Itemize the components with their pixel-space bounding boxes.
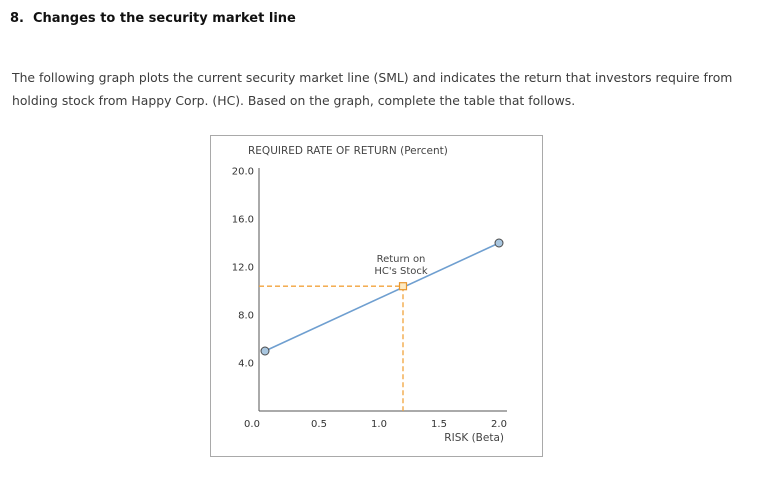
y-tick-label: 8.0	[238, 311, 254, 322]
x-tick-label: 1.0	[371, 419, 387, 430]
x-tick-label: 0.0	[244, 419, 260, 430]
x-tick-label: 0.5	[311, 419, 327, 430]
hc-annotation-line1: Return on	[377, 254, 426, 265]
heading-text: Changes to the security market line	[32, 11, 296, 26]
hc-point-marker[interactable]	[398, 282, 408, 291]
y-tick-label: 16.0	[232, 215, 254, 226]
sml-endpoint-marker	[494, 238, 504, 248]
graph-panel: 4.0 8.0 12.0 16.0 20.0 0.0 0.5 1.0 1.5 2.0 Return …	[210, 135, 543, 457]
heading-number: 8.	[10, 11, 24, 26]
x-axis-label: RISK (Beta)	[444, 432, 504, 444]
hc-annotation-line2: HC's Stock	[374, 266, 428, 277]
sml-endpoint-marker	[260, 346, 270, 356]
chart-canvas: 4.0 8.0 12.0 16.0 20.0 0.0 0.5 1.0 1.5 2.0 Return …	[232, 167, 507, 430]
y-tick-label: 20.0	[232, 167, 254, 178]
chart-title: REQUIRED RATE OF RETURN (Percent)	[248, 145, 448, 157]
y-tick-label: 4.0	[238, 359, 254, 370]
intro-paragraph: The following graph plots the current se…	[12, 70, 733, 108]
x-tick-label: 1.5	[431, 419, 447, 430]
sml-line	[264, 242, 500, 352]
x-tick-label: 2.0	[491, 419, 507, 430]
y-tick-label: 12.0	[232, 263, 254, 274]
page-heading: 8. Changes to the security market line	[10, 11, 296, 26]
